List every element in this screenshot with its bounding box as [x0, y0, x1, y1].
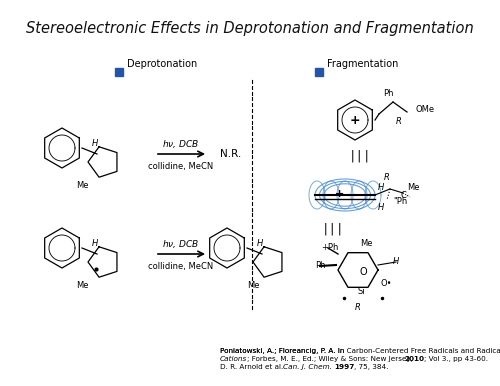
Text: O: O [359, 267, 367, 277]
Text: Poniatowski, A.; Floreancig, P. A. In Carbon-Centered Free Radicals and Radical: Poniatowski, A.; Floreancig, P. A. In Ca… [220, 348, 500, 354]
Text: collidine, MeCN: collidine, MeCN [148, 161, 214, 171]
Text: +: + [336, 189, 344, 199]
Text: H: H [92, 239, 98, 249]
Text: N.R.: N.R. [220, 149, 241, 159]
Text: D. R. Arnold et al.: D. R. Arnold et al. [220, 364, 286, 370]
Text: OMe: OMe [415, 105, 434, 113]
Text: $h\nu$, DCB: $h\nu$, DCB [162, 138, 200, 150]
Text: C$\cdot$: C$\cdot$ [400, 188, 410, 200]
Text: H: H [378, 183, 384, 191]
Text: Ph: Ph [315, 261, 325, 271]
Text: $h\nu$, DCB: $h\nu$, DCB [162, 238, 200, 250]
Text: |||: ||| [349, 149, 371, 163]
Text: Poniatowski, A.; Floreancig, P. A. In: Poniatowski, A.; Floreancig, P. A. In [220, 348, 346, 354]
Text: Cations: Cations [220, 356, 247, 362]
Text: R: R [355, 303, 361, 313]
Text: R: R [396, 117, 402, 127]
Text: H: H [393, 257, 399, 266]
Bar [315, 68, 323, 76]
Text: |||: ||| [322, 222, 344, 235]
Text: 2010: 2010 [404, 356, 424, 362]
Text: , 75, 384.: , 75, 384. [354, 364, 388, 370]
Text: Stereoelectronic Effects in Deprotonation and Fragmentation: Stereoelectronic Effects in Deprotonatio… [26, 20, 474, 36]
Text: Can. J. Chem.: Can. J. Chem. [283, 364, 332, 370]
Text: +Ph: +Ph [322, 244, 338, 252]
Text: O•: O• [380, 279, 392, 288]
Text: ; Forbes, M. E., Ed.; Wiley & Sons: New Jersey,: ; Forbes, M. E., Ed.; Wiley & Sons: New … [247, 356, 415, 362]
Text: Si: Si [357, 288, 365, 296]
Text: Me: Me [360, 239, 372, 249]
Text: Fragmentation: Fragmentation [327, 59, 398, 69]
Text: +: + [350, 113, 360, 127]
Bar [115, 68, 123, 76]
Text: Me: Me [247, 281, 259, 291]
Text: H: H [92, 139, 98, 149]
Text: H: H [378, 203, 384, 212]
Text: Ph: Ph [383, 88, 393, 98]
Text: Me: Me [76, 281, 88, 291]
Text: collidine, MeCN: collidine, MeCN [148, 261, 214, 271]
Text: Deprotonation: Deprotonation [127, 59, 197, 69]
Text: Me: Me [76, 181, 88, 191]
Text: "Ph: "Ph [393, 196, 407, 205]
Text: R: R [384, 173, 390, 181]
Text: Me: Me [407, 183, 420, 191]
Text: ; Vol 3., pp 43-60.: ; Vol 3., pp 43-60. [424, 356, 488, 362]
Text: H: H [257, 239, 263, 249]
Text: 1997: 1997 [334, 364, 354, 370]
